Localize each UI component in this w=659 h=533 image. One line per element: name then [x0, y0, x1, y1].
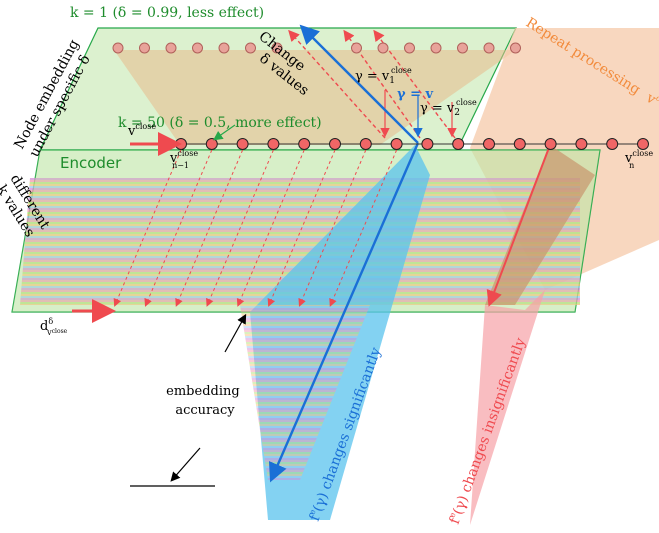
dashed-projection-arrows	[113, 149, 398, 307]
encoder-node	[513, 138, 526, 150]
upper-node	[457, 42, 468, 54]
label-k50: k = 50 (δ = 0.5, more effect)	[118, 115, 322, 131]
encoder-node	[544, 138, 557, 150]
blue-arrow-down	[268, 142, 420, 483]
upper-node	[112, 42, 124, 54]
encoder-node	[575, 138, 588, 150]
right-inner-shade	[485, 145, 595, 305]
pink-projection-cone	[470, 290, 545, 525]
upper-projection-shade	[114, 50, 516, 145]
encoder-node	[298, 138, 311, 150]
accuracy-arrow-down	[170, 447, 201, 482]
dashed-projection-arrow	[329, 149, 398, 307]
upper-node	[218, 42, 230, 54]
encoder-node	[267, 138, 280, 150]
dashed-projection-arrow	[113, 149, 182, 307]
upper-node	[139, 42, 150, 54]
upper-node	[165, 42, 177, 54]
accuracy-arrow-up	[224, 313, 247, 353]
dashed-projection-arrow	[267, 149, 336, 307]
label-d-delta: dδ vclose	[40, 317, 68, 337]
encoder-node	[483, 138, 495, 150]
upper-node	[483, 42, 495, 54]
encoder-node	[606, 138, 619, 150]
encoder-node	[205, 138, 218, 150]
upper-node	[377, 42, 389, 54]
upper-node-row	[112, 42, 521, 54]
lower-funnel-stripes	[240, 305, 370, 480]
upper-node	[245, 42, 256, 54]
label-gamma-v: γ = v	[397, 87, 434, 102]
dashed-projection-arrow	[206, 149, 274, 307]
encoder-node	[637, 138, 649, 150]
label-v-close: vclose	[127, 122, 156, 139]
label-v-n-minus-1: vclose n−1	[169, 149, 198, 170]
red-arrow-right-down	[486, 144, 551, 307]
upper-node	[510, 42, 521, 54]
encoder-node	[359, 138, 372, 150]
k50-pointer-arrow	[213, 124, 236, 141]
dashed-projection-arrow	[236, 149, 305, 307]
encoder-node	[236, 138, 249, 150]
label-k1: k = 1 (δ = 0.99, less effect)	[70, 5, 264, 21]
upper-node	[271, 42, 283, 54]
encoder-node	[390, 138, 403, 150]
encoder-node	[452, 138, 465, 150]
blue-arrow-up	[299, 24, 419, 144]
dashed-projection-arrow	[298, 149, 367, 307]
label-v-n: vclose n	[624, 149, 653, 170]
label-encoder: Encoder	[60, 154, 122, 172]
label-gamma-v2: γ = v2close	[420, 98, 477, 118]
encoder-node	[175, 138, 187, 150]
upper-node	[351, 42, 362, 54]
encoder-overlay	[12, 150, 600, 312]
encoder-node	[421, 138, 434, 150]
dashed-projection-arrow	[144, 149, 213, 307]
k-values-stripes	[20, 178, 580, 305]
upper-node	[430, 42, 442, 54]
upper-node	[404, 42, 415, 54]
upper-node	[192, 42, 203, 54]
label-embedding-accuracy: embedding accuracy	[166, 384, 244, 418]
encoder-node	[329, 138, 341, 150]
label-gamma-v1: γ = v1close	[355, 66, 412, 86]
dashed-projection-arrow	[175, 149, 244, 307]
